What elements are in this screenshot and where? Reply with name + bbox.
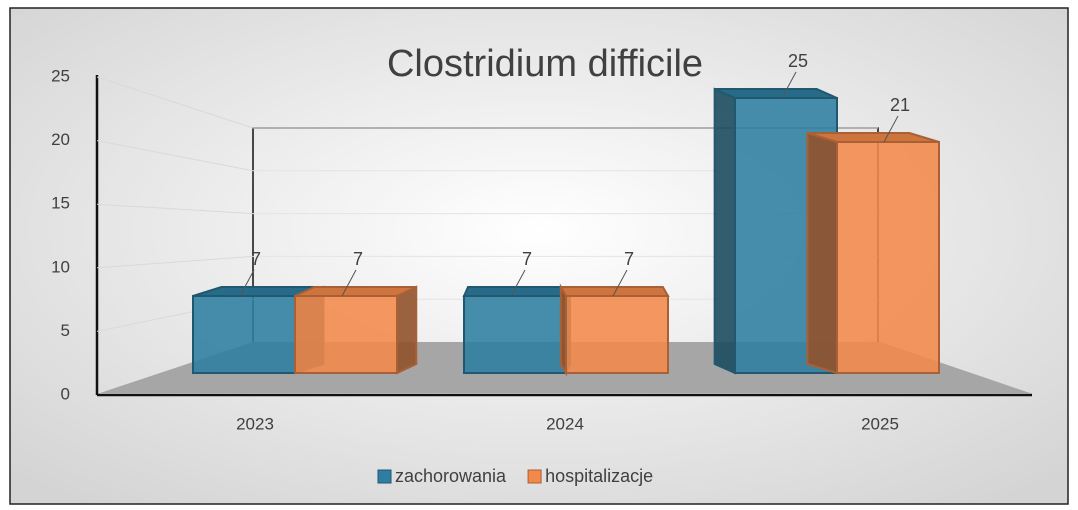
chart-title: Clostridium difficile [387, 43, 703, 85]
legend-swatch [527, 469, 542, 484]
x-tick-label: 2023 [236, 414, 274, 433]
legend-swatch [377, 469, 392, 484]
bar [294, 285, 418, 375]
bar-front [565, 295, 669, 374]
data-label: 7 [624, 249, 634, 269]
legend: zachorowania hospitalizacje [377, 466, 653, 486]
bar-front [836, 141, 940, 374]
x-tick-label: 2024 [546, 414, 584, 433]
legend-label: zachorowania [395, 466, 507, 486]
bar-front [192, 295, 296, 374]
data-label: 7 [522, 249, 532, 269]
data-label: 7 [251, 249, 261, 269]
bar-side [396, 285, 418, 375]
bar-top [559, 286, 670, 297]
bar [462, 286, 572, 374]
y-tick-label: 25 [51, 66, 70, 85]
bar-side [806, 131, 838, 375]
label-leader [612, 269, 628, 297]
label-leader [239, 269, 255, 297]
bar-front [294, 295, 398, 374]
data-label: 21 [890, 95, 910, 115]
grid-line [96, 140, 254, 172]
bar [559, 283, 670, 377]
grid-line [96, 76, 254, 129]
y-tick-label: 10 [51, 257, 70, 276]
bar-top [714, 88, 838, 99]
label-leader [341, 269, 357, 297]
grid-line [96, 255, 254, 269]
label-leader [510, 269, 526, 297]
bar-top [462, 286, 572, 297]
data-label: 7 [353, 249, 363, 269]
y-tick-label: 5 [61, 321, 70, 340]
bar [806, 131, 940, 375]
legend-label: hospitalizacje [545, 466, 653, 486]
label-leader [781, 71, 797, 99]
bar-front [463, 295, 567, 374]
grid-line [96, 203, 254, 215]
bar-top [294, 286, 417, 297]
y-tick-label: 0 [61, 384, 70, 403]
bar-side [713, 87, 736, 375]
y-tick-label: 15 [51, 194, 70, 213]
data-label: 25 [788, 51, 808, 71]
x-tick-label: 2025 [861, 414, 899, 433]
y-tick-label: 20 [51, 130, 70, 149]
label-leader [883, 115, 899, 143]
